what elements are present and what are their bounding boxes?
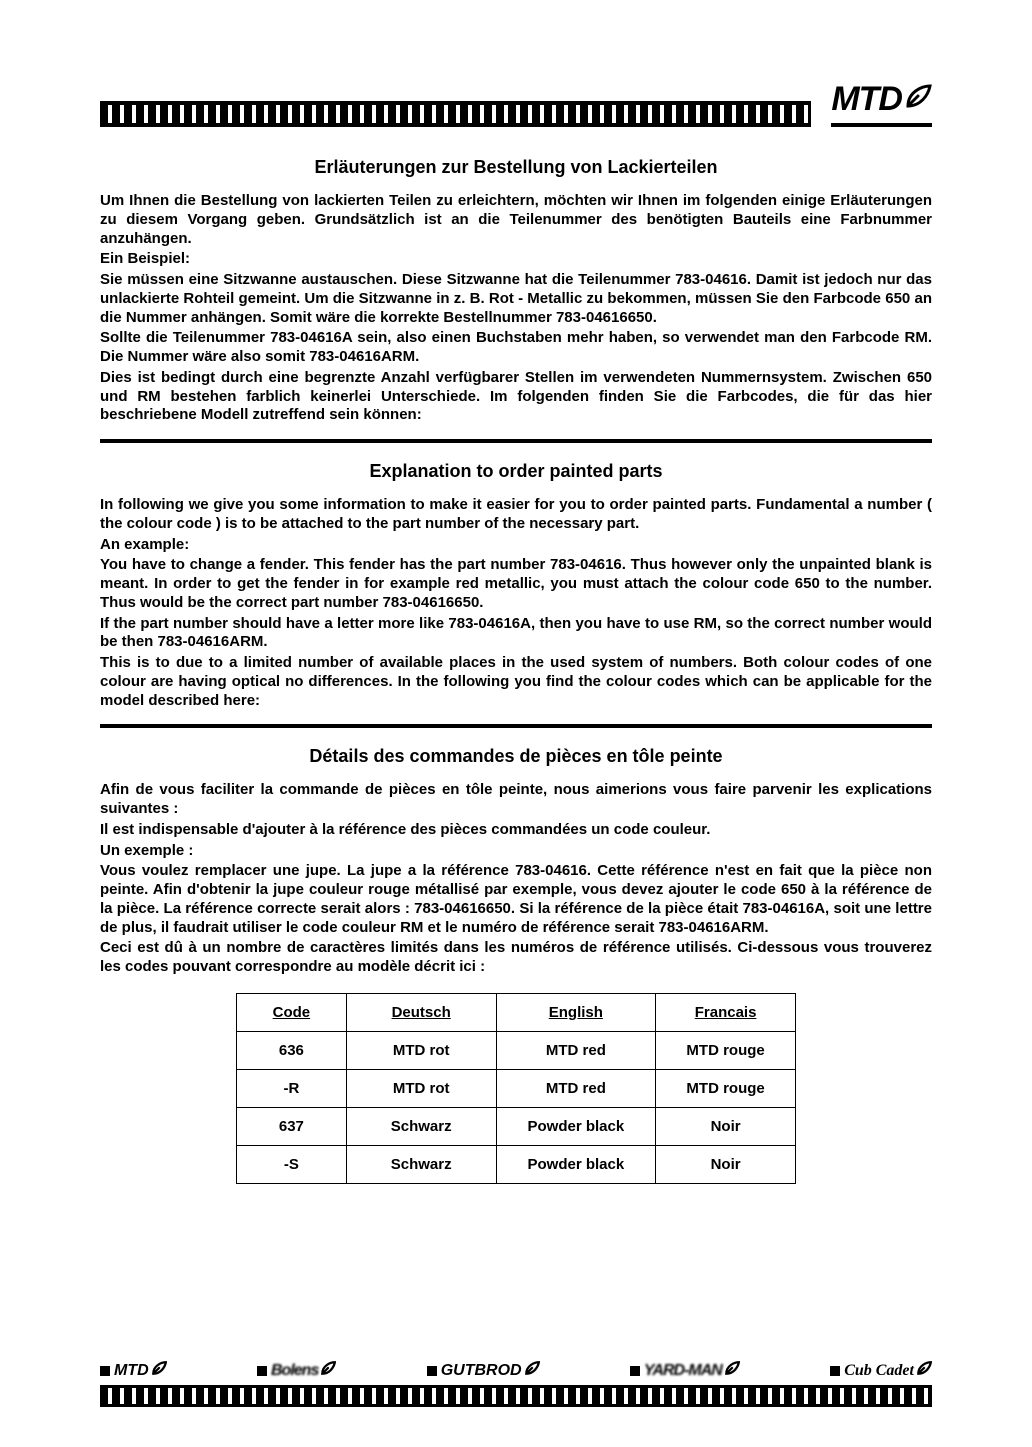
- brand-bolens: Bolens: [257, 1360, 336, 1381]
- cell: -S: [237, 1145, 347, 1183]
- page: MTD Erläuterungen zur Bestellung von Lac…: [0, 0, 1032, 1447]
- square-bullet-icon: [257, 1366, 267, 1376]
- col-header: English: [496, 993, 656, 1031]
- section-title-de: Erläuterungen zur Bestellung von Lackier…: [100, 157, 932, 178]
- footer: MTD Bolens GUTBROD YARD-MAN Cub Cadet: [100, 1360, 932, 1407]
- mtd-logo: MTD: [831, 80, 932, 127]
- brand-label: YARD-MAN: [644, 1362, 722, 1380]
- brand-label: MTD: [114, 1362, 149, 1380]
- header: MTD: [100, 80, 932, 127]
- paragraph: Vous voulez remplacer une jupe. La jupe …: [100, 862, 932, 937]
- cell: Noir: [656, 1145, 796, 1183]
- cell: -R: [237, 1069, 347, 1107]
- brand-label: Cub Cadet: [844, 1362, 914, 1380]
- brand-label: GUTBROD: [441, 1362, 522, 1380]
- square-bullet-icon: [630, 1366, 640, 1376]
- section-title-fr: Détails des commandes de pièces en tôle …: [100, 746, 932, 767]
- color-code-table: Code Deutsch English Francais 636 MTD ro…: [236, 993, 796, 1184]
- brand-gutbrod: GUTBROD: [427, 1360, 540, 1381]
- cell: Schwarz: [346, 1107, 496, 1145]
- leaf-icon: [902, 80, 932, 119]
- table-header-row: Code Deutsch English Francais: [237, 993, 796, 1031]
- cell: MTD rot: [346, 1031, 496, 1069]
- header-decorative-bar: [100, 101, 811, 127]
- cell: Schwarz: [346, 1145, 496, 1183]
- leaf-icon: [722, 1360, 740, 1381]
- cell: Noir: [656, 1107, 796, 1145]
- leaf-icon: [914, 1360, 932, 1381]
- cell: Powder black: [496, 1145, 656, 1183]
- paragraph: If the part number should have a letter …: [100, 615, 932, 653]
- cell: Powder black: [496, 1107, 656, 1145]
- section-body-de: Um Ihnen die Bestellung von lackierten T…: [100, 192, 932, 425]
- paragraph: Sollte die Teilenummer 783-04616A sein, …: [100, 329, 932, 367]
- paragraph: In following we give you some informatio…: [100, 496, 932, 534]
- brand-yardman: YARD-MAN: [630, 1360, 740, 1381]
- section-title-en: Explanation to order painted parts: [100, 461, 932, 482]
- cell: MTD red: [496, 1031, 656, 1069]
- paragraph: Ein Beispiel:: [100, 250, 932, 269]
- paragraph: Un exemple :: [100, 842, 932, 861]
- paragraph: You have to change a fender. This fender…: [100, 556, 932, 612]
- table-row: -R MTD rot MTD red MTD rouge: [237, 1069, 796, 1107]
- section-body-en: In following we give you some informatio…: [100, 496, 932, 710]
- brand-row: MTD Bolens GUTBROD YARD-MAN Cub Cadet: [100, 1360, 932, 1381]
- paragraph: An example:: [100, 536, 932, 555]
- paragraph: Sie müssen eine Sitzwanne austauschen. D…: [100, 271, 932, 327]
- square-bullet-icon: [830, 1366, 840, 1376]
- footer-decorative-bar: [100, 1385, 932, 1407]
- brand-mtd: MTD: [100, 1360, 167, 1381]
- paragraph: This is to due to a limited number of av…: [100, 654, 932, 710]
- paragraph: Afin de vous faciliter la commande de pi…: [100, 781, 932, 819]
- paragraph: Um Ihnen die Bestellung von lackierten T…: [100, 192, 932, 248]
- table-row: 637 Schwarz Powder black Noir: [237, 1107, 796, 1145]
- section-divider: [100, 724, 932, 728]
- cell: 637: [237, 1107, 347, 1145]
- col-header: Code: [237, 993, 347, 1031]
- col-header: Francais: [656, 993, 796, 1031]
- cell: MTD rouge: [656, 1069, 796, 1107]
- col-header: Deutsch: [346, 993, 496, 1031]
- cell: MTD rouge: [656, 1031, 796, 1069]
- square-bullet-icon: [427, 1366, 437, 1376]
- cell: 636: [237, 1031, 347, 1069]
- paragraph: Ceci est dû à un nombre de caractères li…: [100, 939, 932, 977]
- section-body-fr: Afin de vous faciliter la commande de pi…: [100, 781, 932, 977]
- table-row: 636 MTD rot MTD red MTD rouge: [237, 1031, 796, 1069]
- square-bullet-icon: [100, 1366, 110, 1376]
- logo-text: MTD: [831, 80, 902, 119]
- leaf-icon: [149, 1360, 167, 1381]
- leaf-icon: [318, 1360, 336, 1381]
- section-divider: [100, 439, 932, 443]
- table-row: -S Schwarz Powder black Noir: [237, 1145, 796, 1183]
- paragraph: Dies ist bedingt durch eine begrenzte An…: [100, 369, 932, 425]
- brand-label: Bolens: [271, 1362, 318, 1380]
- paragraph: Il est indispensable d'ajouter à la réfé…: [100, 821, 932, 840]
- brand-cubcadet: Cub Cadet: [830, 1360, 932, 1381]
- leaf-icon: [522, 1360, 540, 1381]
- table-body: 636 MTD rot MTD red MTD rouge -R MTD rot…: [237, 1031, 796, 1183]
- cell: MTD red: [496, 1069, 656, 1107]
- cell: MTD rot: [346, 1069, 496, 1107]
